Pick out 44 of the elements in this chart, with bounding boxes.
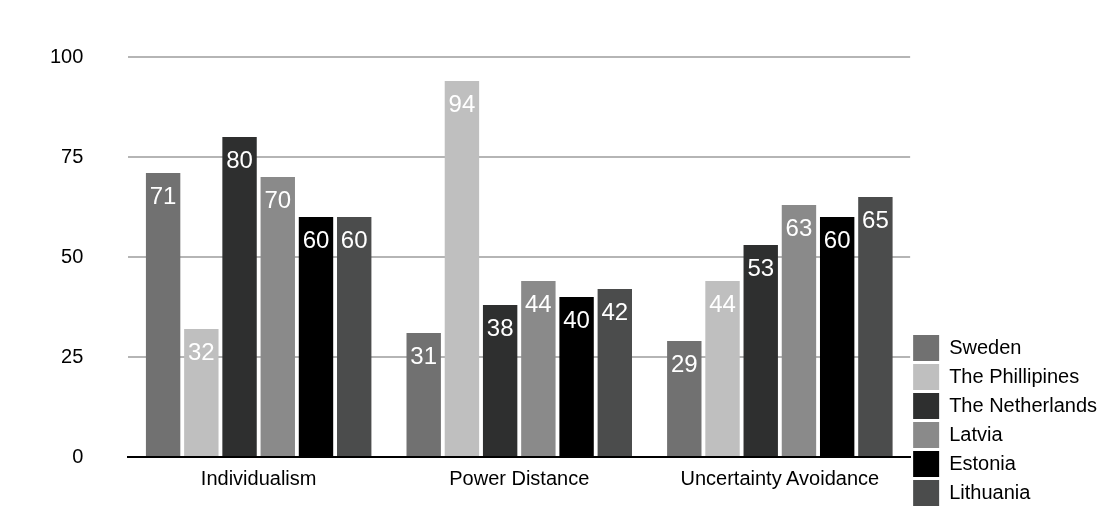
bar xyxy=(597,289,632,456)
data-label: 42 xyxy=(601,297,629,325)
data-label: 71 xyxy=(149,181,177,209)
y-tick-label: 75 xyxy=(61,144,84,167)
bar xyxy=(482,305,518,456)
data-label: 80 xyxy=(226,145,253,173)
data-label: 38 xyxy=(486,313,514,341)
data-label: 63 xyxy=(785,213,813,241)
bar xyxy=(222,137,257,456)
data-label: 65 xyxy=(862,205,889,233)
data-label: 44 xyxy=(525,289,552,317)
data-label: 29 xyxy=(670,349,698,377)
bar xyxy=(521,281,556,456)
x-tick-label: Individualism xyxy=(200,466,317,489)
data-label: 53 xyxy=(747,253,775,281)
bar xyxy=(858,197,893,456)
data-label: 31 xyxy=(410,341,438,369)
data-label: 60 xyxy=(340,225,368,253)
data-label: 32 xyxy=(187,337,215,365)
legend-label: Estonia xyxy=(949,451,1017,474)
y-tick-label: 100 xyxy=(49,44,84,67)
bar xyxy=(406,333,441,456)
x-tick-label: Uncertainty Avoidance xyxy=(680,466,880,489)
data-label: 40 xyxy=(563,305,590,333)
data-label: 44 xyxy=(709,289,736,317)
legend-label: Sweden xyxy=(949,335,1022,358)
data-label: 60 xyxy=(823,225,851,253)
legend-label: Latvia xyxy=(949,422,1004,445)
y-tick-label: 50 xyxy=(61,244,84,267)
legend-label: Lithuania xyxy=(949,480,1032,503)
bar xyxy=(145,173,181,456)
bar xyxy=(337,217,372,456)
bar xyxy=(260,177,295,456)
y-tick-label: 25 xyxy=(61,344,84,367)
y-tick-label: 0 xyxy=(72,444,84,467)
bar xyxy=(781,205,817,456)
data-label: 70 xyxy=(264,185,292,213)
bar xyxy=(743,245,778,456)
legend-label: The Phillipines xyxy=(949,364,1080,387)
legend-label: The Netherlands xyxy=(949,393,1098,416)
data-label: 60 xyxy=(302,225,330,253)
data-label: 94 xyxy=(448,89,476,117)
bar xyxy=(667,341,702,456)
x-tick-label: Power Distance xyxy=(449,466,590,489)
